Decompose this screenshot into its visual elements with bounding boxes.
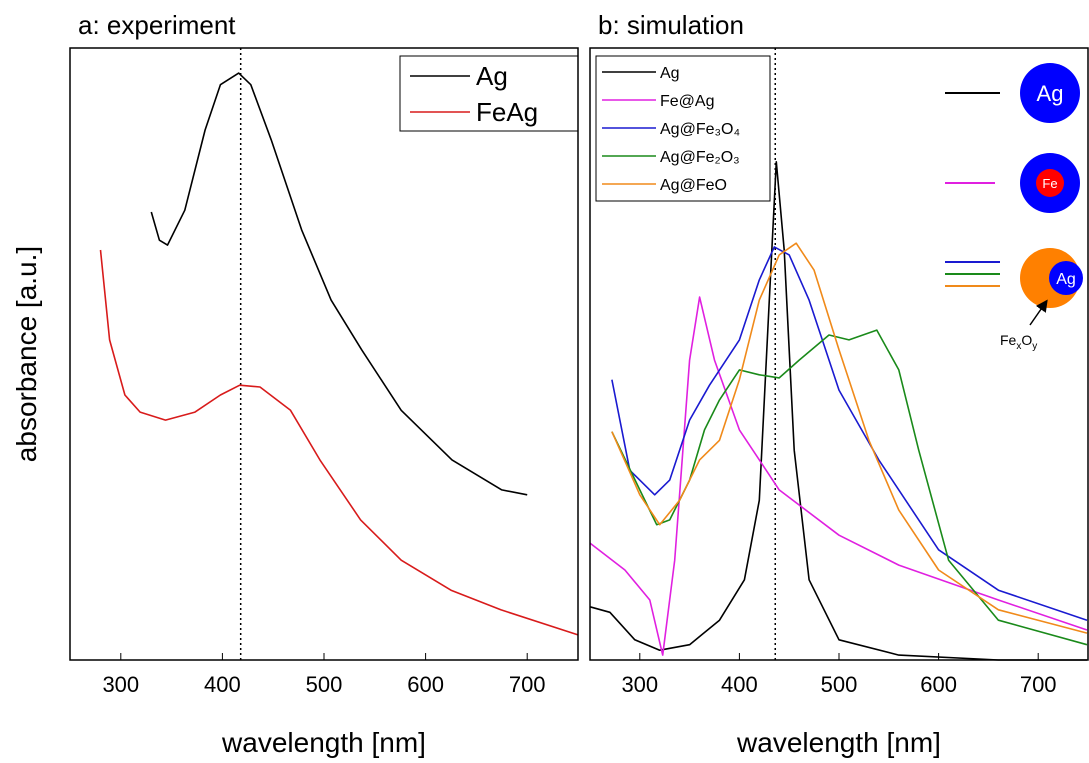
particle-label: Ag — [1056, 271, 1076, 288]
data-line — [611, 329, 1088, 646]
data-line — [150, 72, 528, 496]
legend-label: Ag@Fe₂O₃ — [660, 149, 740, 166]
y-axis-label: absorbance [a.u.] — [11, 246, 42, 462]
particle-label: Fe — [1042, 176, 1057, 191]
particle — [1020, 63, 1080, 123]
x-axis-label: wavelength [nm] — [221, 727, 426, 758]
x-tick-label: 700 — [1020, 672, 1057, 697]
data-line — [99, 249, 579, 636]
x-tick-label: 500 — [306, 672, 343, 697]
plot-frame — [589, 47, 1089, 661]
particle-core — [1036, 169, 1064, 197]
shell-label-part: x — [1016, 341, 1021, 352]
x-tick-label: 600 — [920, 672, 957, 697]
particle-label: Ag — [1037, 81, 1064, 106]
x-tick-label: 700 — [509, 672, 546, 697]
x-tick-label: 400 — [204, 672, 241, 697]
x-tick-label: 400 — [721, 672, 758, 697]
legend-label: Ag — [476, 61, 508, 91]
legend-label: Ag@Fe₃O₄ — [660, 121, 740, 138]
legend-label: FeAg — [476, 97, 538, 127]
legend-box — [399, 55, 579, 132]
shell-label: FexOy — [1000, 332, 1037, 352]
x-tick-label: 500 — [821, 672, 858, 697]
x-axis-label: wavelength [nm] — [736, 727, 941, 758]
legend-label: Ag — [660, 65, 680, 82]
panel-title: a: experiment — [78, 10, 236, 40]
plot-frame — [69, 47, 579, 661]
shell-label-part: Fe — [1000, 332, 1017, 348]
x-tick-label: 600 — [407, 672, 444, 697]
shell-label-part: O — [1021, 332, 1032, 348]
data-line — [589, 161, 1087, 661]
legend-label: Fe@Ag — [660, 93, 714, 110]
data-line — [611, 246, 1088, 621]
x-tick-label: 300 — [621, 672, 658, 697]
panel-title: b: simulation — [598, 10, 744, 40]
shell-label-part: y — [1032, 341, 1037, 352]
data-line — [589, 296, 1088, 656]
arrow — [1029, 299, 1048, 326]
data-line — [611, 242, 1088, 634]
particle-core — [1049, 261, 1083, 295]
legend-label: Ag@FeO — [660, 177, 727, 194]
x-tick-label: 300 — [102, 672, 139, 697]
